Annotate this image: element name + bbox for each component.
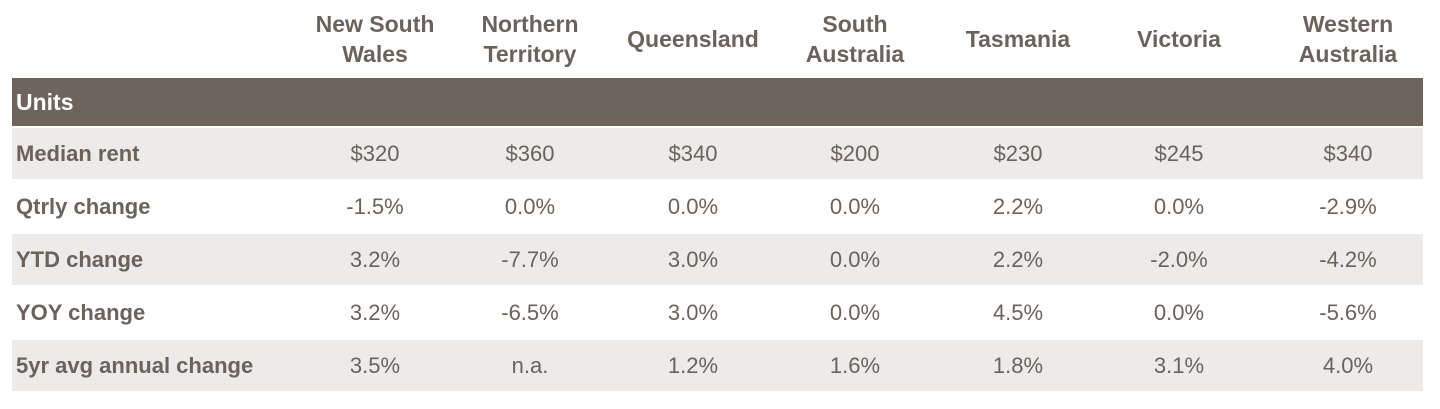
row-label: 5yr avg annual change <box>16 352 254 378</box>
table-cell: 0.0% <box>667 193 719 219</box>
col-header-northern-territory: Northern Territory <box>481 11 579 67</box>
section-header-bar: Units <box>12 78 1423 126</box>
table-cell: $320 <box>350 140 400 166</box>
col-header-western-australia: Western Australia <box>1298 11 1398 67</box>
table-row-median-rent: Median rent $320 $360 $340 $200 $230 $24… <box>12 128 1423 179</box>
table-cell: 1.6% <box>829 352 881 378</box>
table-cell: $200 <box>830 140 880 166</box>
row-label: YTD change <box>16 246 144 272</box>
table-cell: -5.6% <box>1319 299 1377 325</box>
table-cell: 4.0% <box>1322 352 1374 378</box>
table-cell: 0.0% <box>504 193 556 219</box>
table-cell: $340 <box>668 140 718 166</box>
table-cell: 3.0% <box>667 299 719 325</box>
table-cell: 3.2% <box>349 246 401 272</box>
rent-table: New South Wales Northern Territory Queen… <box>12 0 1423 391</box>
table-cell: $340 <box>1323 140 1373 166</box>
table-cell: 1.8% <box>992 352 1044 378</box>
table-row-5yr-avg-annual-change: 5yr avg annual change 3.5% n.a. 1.2% 1.6… <box>12 340 1423 391</box>
col-header-victoria: Victoria <box>1137 26 1221 52</box>
table-cell: 2.2% <box>992 246 1044 272</box>
table-cell: -6.5% <box>501 299 559 325</box>
table-cell: $245 <box>1154 140 1204 166</box>
table-cell: 3.1% <box>1153 352 1205 378</box>
table-cell: 0.0% <box>829 299 881 325</box>
table-cell: 2.2% <box>992 193 1044 219</box>
table-cell: 3.5% <box>349 352 401 378</box>
table-cell: 3.2% <box>349 299 401 325</box>
table-cell: 0.0% <box>1153 193 1205 219</box>
col-header-south-australia: South Australia <box>805 11 905 67</box>
table-cell: -1.5% <box>346 193 404 219</box>
table-cell: -7.7% <box>501 246 559 272</box>
row-label: Qtrly change <box>16 193 151 219</box>
table-cell: 0.0% <box>829 246 881 272</box>
col-header-queensland: Queensland <box>627 26 759 52</box>
table-cell: 1.2% <box>667 352 719 378</box>
table-cell: -2.0% <box>1150 246 1208 272</box>
column-header-row: New South Wales Northern Territory Queen… <box>12 0 1423 78</box>
col-header-new-south-wales: New South Wales <box>315 11 435 67</box>
row-label: Median rent <box>16 140 140 166</box>
table-row-ytd-change: YTD change 3.2% -7.7% 3.0% 0.0% 2.2% -2.… <box>12 234 1423 285</box>
table-cell: 0.0% <box>829 193 881 219</box>
table-cell: -2.9% <box>1319 193 1377 219</box>
row-label: YOY change <box>16 299 146 325</box>
table-cell: $360 <box>505 140 555 166</box>
section-title: Units <box>16 88 74 115</box>
table-cell: $230 <box>993 140 1043 166</box>
table-cell: 3.0% <box>667 246 719 272</box>
col-header-tasmania: Tasmania <box>965 26 1071 52</box>
table-cell: n.a. <box>511 352 549 378</box>
table-cell: 4.5% <box>992 299 1044 325</box>
table-cell: -4.2% <box>1319 246 1377 272</box>
table-row-qtrly-change: Qtrly change -1.5% 0.0% 0.0% 0.0% 2.2% 0… <box>12 181 1423 232</box>
table-cell: 0.0% <box>1153 299 1205 325</box>
table-row-yoy-change: YOY change 3.2% -6.5% 3.0% 0.0% 4.5% 0.0… <box>12 287 1423 338</box>
